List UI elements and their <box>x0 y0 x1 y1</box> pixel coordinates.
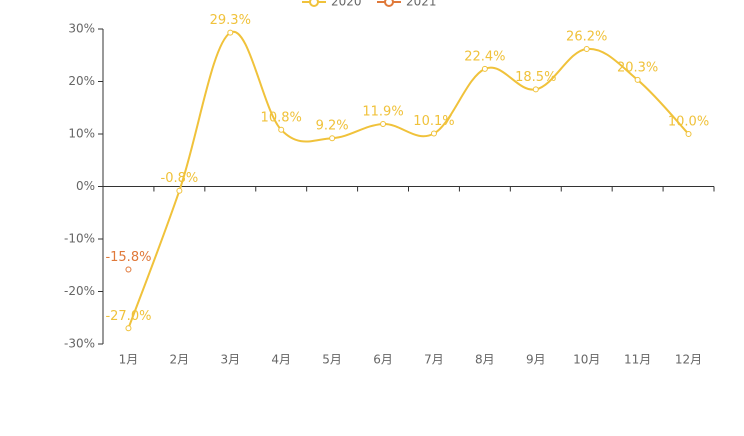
y-tick-label: -20% <box>64 284 95 298</box>
data-label: 18.5% <box>515 70 556 85</box>
data-label: 29.3% <box>210 13 251 28</box>
data-label: 26.2% <box>566 29 607 44</box>
data-label: -0.8% <box>161 171 199 186</box>
data-label: -27.0% <box>105 309 151 324</box>
data-point <box>430 130 437 137</box>
x-tick-label: 10月 <box>573 353 600 367</box>
x-tick-label: 8月 <box>475 353 495 367</box>
x-tick-label: 6月 <box>373 353 393 367</box>
x-tick-label: 3月 <box>220 353 240 367</box>
data-label: 11.9% <box>362 105 403 120</box>
legend-label: 2021 <box>406 0 437 9</box>
y-tick-label: 30% <box>68 22 95 36</box>
x-tick-label: 7月 <box>424 353 444 367</box>
data-point <box>685 131 692 137</box>
x-tick-label: 12月 <box>675 353 702 367</box>
data-point <box>634 76 641 83</box>
data-point <box>125 266 132 273</box>
data-label: -15.8% <box>105 250 151 265</box>
data-label: 10.8% <box>261 110 302 125</box>
x-tick-label: 2月 <box>170 353 190 367</box>
legend-label: 2020 <box>331 0 362 9</box>
y-tick-label: 0% <box>76 179 95 193</box>
data-point <box>532 86 539 93</box>
series-line <box>127 30 690 329</box>
data-point <box>329 135 336 142</box>
data-point <box>583 45 590 52</box>
legend-symbol <box>309 0 319 7</box>
data-label: 10.1% <box>413 114 454 129</box>
data-point <box>481 65 488 72</box>
data-point <box>380 121 387 128</box>
x-tick-label: 5月 <box>322 353 342 367</box>
data-label: 9.2% <box>316 119 349 134</box>
x-tick-label: 11月 <box>624 353 651 367</box>
data-point <box>278 126 285 133</box>
data-point <box>176 187 183 194</box>
data-label: 10.0% <box>668 115 709 130</box>
y-tick-label: 10% <box>68 127 95 141</box>
x-tick-label: 1月 <box>119 353 139 367</box>
y-tick-label: -30% <box>64 337 95 351</box>
y-tick-label: 20% <box>68 74 95 88</box>
x-tick-label: 4月 <box>271 353 291 367</box>
data-point <box>227 29 234 36</box>
x-tick-label: 9月 <box>526 353 546 367</box>
legend-symbol <box>384 0 394 7</box>
data-point <box>125 325 132 332</box>
y-tick-label: -10% <box>64 232 95 246</box>
data-label: 22.4% <box>464 49 505 64</box>
data-label: 20.3% <box>617 60 658 75</box>
